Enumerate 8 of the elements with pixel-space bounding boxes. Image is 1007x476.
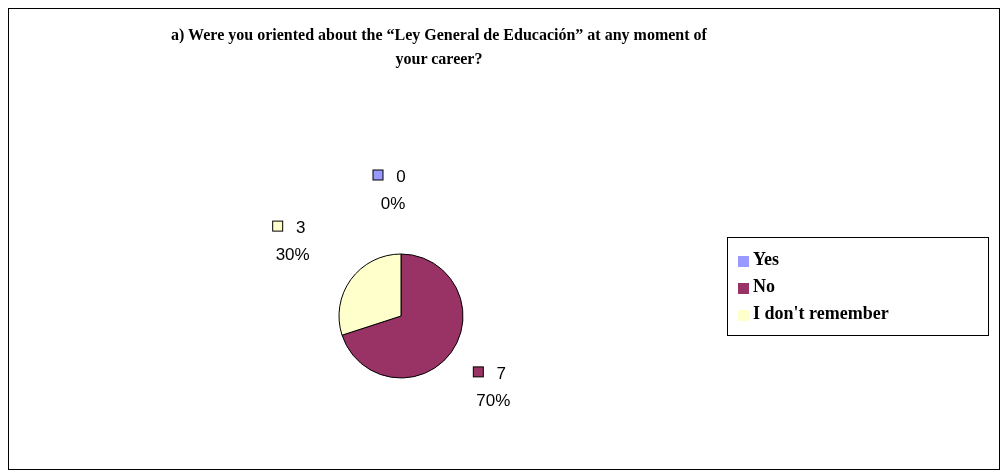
pie-slice — [341, 253, 464, 379]
legend-label: No — [753, 276, 775, 296]
legend-label: I don't remember — [753, 303, 889, 323]
chart-title: a) Were you oriented about the “Ley General de Educación” at any moment of your career? — [170, 25, 708, 70]
legend-label: Yes — [753, 249, 779, 269]
data-label: 7 70% — [476, 363, 511, 410]
data-label: 3 30% — [275, 218, 310, 265]
text: 0 0% — [380, 167, 406, 213]
